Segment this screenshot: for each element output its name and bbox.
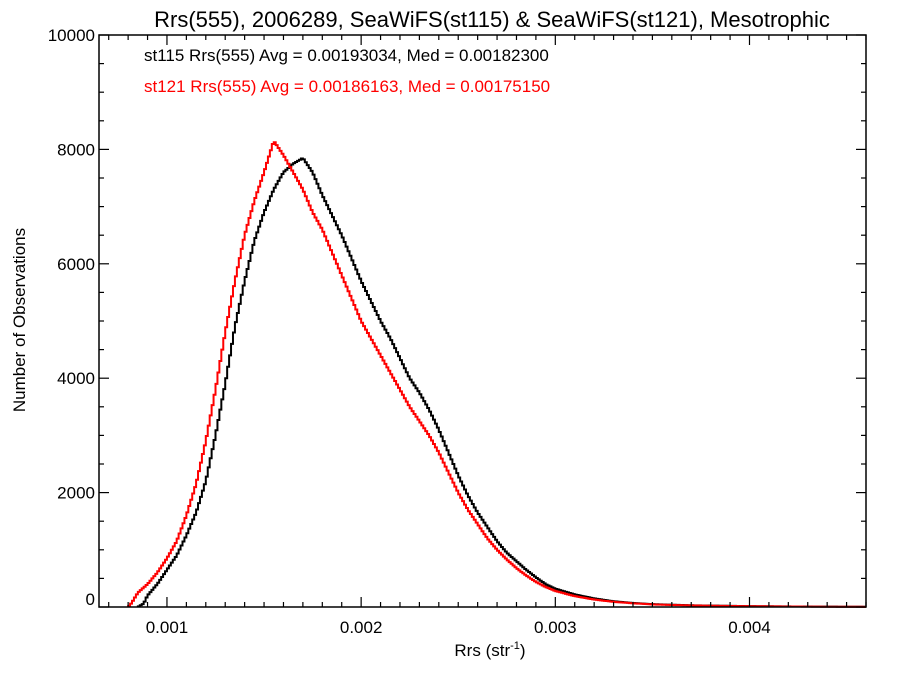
y-axis-label: Number of Observations bbox=[10, 228, 29, 412]
legend-entry-st115: st115 Rrs(555) Avg = 0.00193034, Med = 0… bbox=[144, 46, 549, 65]
y-tick-label-5: 10000 bbox=[48, 26, 95, 45]
x-tick-label-2: 0.003 bbox=[534, 618, 577, 637]
x-tick-label-3: 0.004 bbox=[728, 618, 771, 637]
x-tick-label-1: 0.002 bbox=[340, 618, 383, 637]
y-tick-label-3: 6000 bbox=[57, 255, 95, 274]
x-axis-label-base: Rrs (str bbox=[454, 641, 510, 660]
x-axis: 0.001 0.002 0.003 0.004 bbox=[108, 35, 867, 637]
y-axis: 0 2000 4000 6000 8000 10000 bbox=[48, 26, 866, 609]
y-tick-label-4: 8000 bbox=[57, 140, 95, 159]
x-axis-label: Rrs (str-1) bbox=[454, 640, 525, 660]
y-tick-label-0: 0 bbox=[86, 590, 95, 609]
series-line-1 bbox=[127, 141, 866, 608]
series-group bbox=[127, 141, 866, 608]
y-tick-label-2: 4000 bbox=[57, 369, 95, 388]
legend-entry-st121: st121 Rrs(555) Avg = 0.00186163, Med = 0… bbox=[144, 77, 550, 96]
x-axis-label-end: ) bbox=[520, 641, 526, 660]
chart-title: Rrs(555), 2006289, SeaWiFS(st115) & SeaW… bbox=[154, 7, 830, 32]
x-axis-label-sup: -1 bbox=[510, 640, 520, 652]
y-tick-label-1: 2000 bbox=[57, 484, 95, 503]
legend: st115 Rrs(555) Avg = 0.00193034, Med = 0… bbox=[144, 46, 550, 96]
x-tick-label-0: 0.001 bbox=[146, 618, 189, 637]
